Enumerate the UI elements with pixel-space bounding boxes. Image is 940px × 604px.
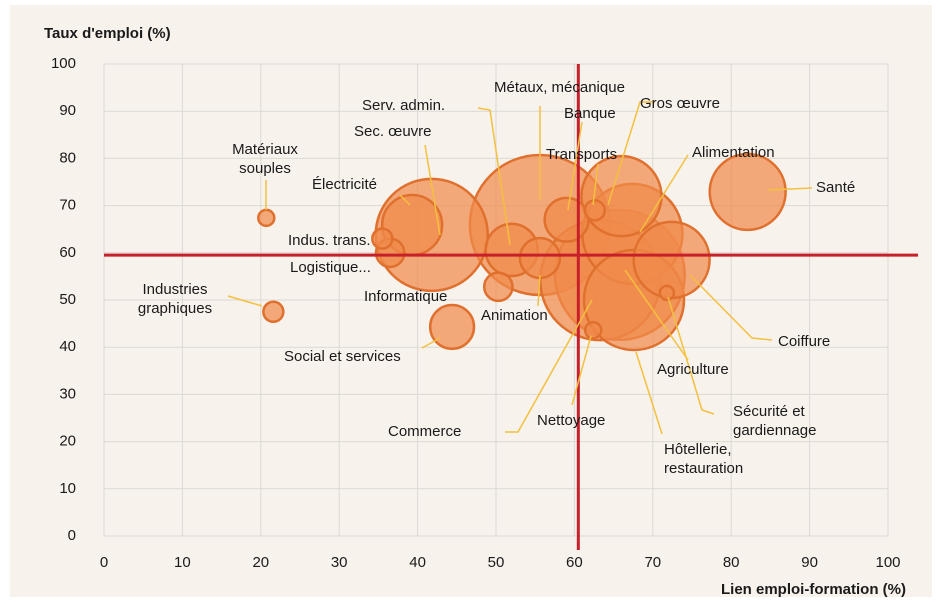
y-tick-label: 40	[59, 338, 76, 355]
leader-line	[667, 296, 715, 415]
bubble-label: Sec. œuvre	[354, 123, 432, 140]
bubble-label: Industries graphiques	[137, 281, 213, 317]
x-tick-label: 100	[875, 554, 900, 571]
leader-line	[767, 187, 813, 191]
bubble	[371, 227, 394, 250]
y-tick-label: 0	[68, 527, 76, 544]
x-tick-label: 90	[801, 554, 818, 571]
y-axis-label: Taux d'emploi (%)	[44, 25, 171, 42]
x-tick-label: 10	[174, 554, 191, 571]
leader-line	[635, 351, 663, 435]
leader-line	[689, 274, 773, 341]
x-tick-label: 80	[723, 554, 740, 571]
y-tick-label: 70	[59, 197, 76, 214]
x-tick-label: 30	[331, 554, 348, 571]
y-tick-label: 80	[59, 149, 76, 166]
y-tick-label: 20	[59, 433, 76, 450]
bubble-label: Agriculture	[657, 361, 729, 378]
leader-line	[424, 144, 441, 236]
bubble	[583, 199, 607, 222]
bubble	[583, 320, 603, 340]
leader-line	[571, 335, 592, 406]
bubble-label: Serv. admin.	[362, 97, 446, 114]
bubble-label: Matériaux souples	[232, 141, 298, 177]
bubble-label: Coiffure	[778, 333, 831, 350]
leader-line	[421, 337, 441, 349]
x-axis-label: Lien emploi-formation (%)	[721, 581, 906, 598]
x-tick-label: 70	[644, 554, 661, 571]
y-tick-label: 90	[59, 102, 76, 119]
bubble-label: Nettoyage	[537, 412, 606, 429]
bubble-label: Sécurité et gardiennage	[733, 403, 817, 439]
bubble-label: Logistique...	[290, 259, 371, 276]
x-tick-label: 60	[566, 554, 583, 571]
bubble-label: Banque	[564, 105, 616, 122]
x-tick-label: 0	[100, 554, 108, 571]
x-tick-label: 20	[252, 554, 269, 571]
leader-line	[537, 274, 541, 307]
bubble-label: Informatique	[364, 288, 448, 305]
x-tick-label: 50	[488, 554, 505, 571]
leader-line	[477, 107, 511, 246]
leader-line	[227, 295, 263, 307]
bubble-label: Santé	[816, 179, 856, 196]
x-tick-label: 40	[409, 554, 426, 571]
bubble	[518, 236, 562, 280]
panel	[10, 5, 932, 597]
bubble-label: Gros œuvre	[640, 95, 721, 112]
bubble	[543, 196, 590, 243]
leader-line	[639, 154, 689, 233]
y-tick-label: 10	[59, 480, 76, 497]
bubble-label: Indus. trans.	[288, 232, 371, 249]
bubble-label: Métaux, mécanique	[494, 79, 625, 96]
leader-line	[399, 194, 411, 206]
bubble-label: Électricité	[312, 176, 378, 193]
leader-line	[592, 163, 599, 206]
bubble	[428, 303, 476, 351]
leader-line	[567, 121, 583, 211]
bubble	[708, 152, 787, 232]
y-tick-label: 60	[59, 244, 76, 261]
leader-line	[607, 101, 655, 206]
leader-line	[505, 299, 593, 433]
y-tick-label: 50	[59, 291, 76, 308]
bubble	[482, 271, 514, 303]
bubble-label: Commerce	[388, 423, 462, 440]
bubble	[257, 208, 276, 228]
bubble-label: Hôtellerie, restauration	[664, 441, 744, 477]
y-tick-label: 100	[51, 55, 76, 72]
leader-line	[624, 269, 689, 361]
bubble	[658, 284, 676, 302]
bubble-label: Social et services	[284, 348, 401, 365]
y-tick-label: 30	[59, 385, 76, 402]
bubble	[262, 300, 285, 324]
bubble-label: Alimentation	[692, 144, 775, 161]
bubble-label: Transports	[546, 146, 618, 163]
bubble-label: Animation	[481, 307, 548, 324]
